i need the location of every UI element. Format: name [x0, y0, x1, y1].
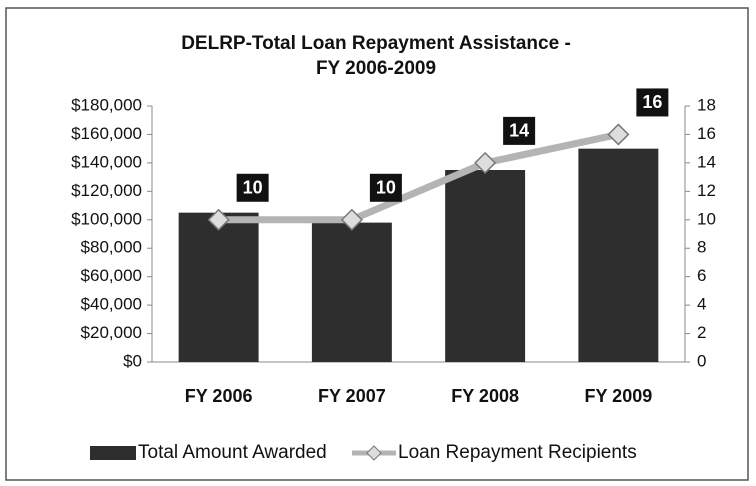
- data-label-box: [369, 173, 402, 202]
- x-tick-label: FY 2006: [185, 386, 253, 406]
- y-tick-label: $60,000: [81, 266, 142, 285]
- y-tick-label: $140,000: [71, 152, 142, 171]
- data-label: 14: [509, 121, 529, 141]
- data-label-box: [503, 116, 536, 145]
- y-tick-label: $120,000: [71, 181, 142, 200]
- chart-title: FY 2006-2009: [316, 58, 436, 79]
- y2-tick-label: 18: [697, 95, 716, 114]
- data-label: 10: [243, 178, 263, 198]
- bar: [311, 222, 392, 362]
- data-label-box: [236, 173, 269, 202]
- y2-tick-label: 16: [697, 124, 716, 143]
- y-tick-label: $180,000: [71, 95, 142, 114]
- line-marker: [474, 151, 497, 174]
- y-tick-label: $40,000: [81, 295, 142, 314]
- chart-title: DELRP-Total Loan Repayment Assistance -: [181, 33, 571, 54]
- y2-tick-label: 0: [697, 351, 706, 370]
- data-label-box: [636, 88, 669, 117]
- data-label: 10: [376, 178, 396, 198]
- line: [218, 131, 620, 224]
- bar: [578, 148, 659, 362]
- legend-label: Total Amount Awarded: [138, 442, 327, 463]
- line-marker: [340, 208, 363, 231]
- y-tick-label: $100,000: [71, 209, 142, 228]
- y2-tick-label: 2: [697, 323, 706, 342]
- legend-label: Loan Repayment Recipients: [398, 442, 637, 463]
- y-tick-label: $80,000: [81, 238, 142, 257]
- y2-tick-label: 14: [697, 152, 716, 171]
- x-tick-label: FY 2007: [318, 386, 386, 406]
- y2-tick-label: 10: [697, 209, 716, 228]
- y2-tick-label: 4: [697, 295, 706, 314]
- bar: [445, 170, 526, 362]
- y2-tick-label: 12: [697, 181, 716, 200]
- y2-tick-label: 6: [697, 266, 706, 285]
- legend-marker: [366, 445, 382, 461]
- data-label: 16: [642, 92, 662, 112]
- y-tick-label: $20,000: [81, 323, 142, 342]
- x-tick-label: FY 2008: [451, 386, 519, 406]
- y-tick-label: $160,000: [71, 124, 142, 143]
- y2-tick-label: 8: [697, 238, 706, 257]
- legend-swatch: [90, 446, 136, 460]
- bar: [178, 212, 259, 362]
- line-marker: [207, 208, 230, 231]
- y-tick-label: $0: [123, 351, 142, 370]
- x-tick-label: FY 2009: [585, 386, 653, 406]
- line-marker: [607, 123, 630, 146]
